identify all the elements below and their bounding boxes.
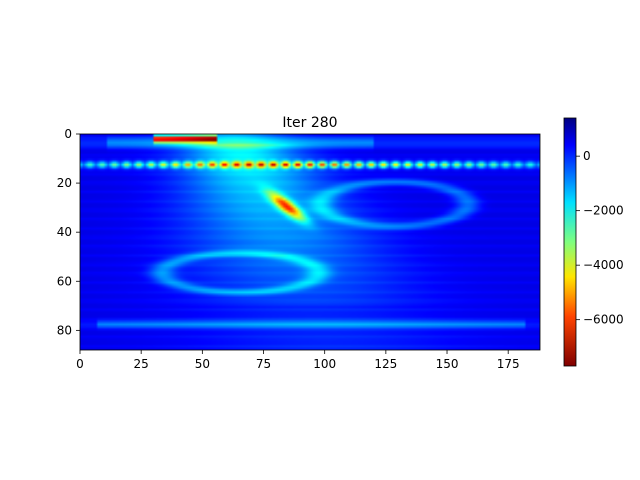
- x-axis: 0 25 50 75 100 125 150 175: [76, 350, 520, 371]
- y-tick-label: 80: [57, 323, 72, 337]
- plot-frame: [79, 133, 541, 351]
- plot-area: [79, 133, 541, 351]
- colorbar-tick-label: −4000: [583, 258, 624, 272]
- colorbar-tick-label: −6000: [583, 313, 624, 327]
- chart-title: Iter 280: [282, 115, 337, 131]
- y-tick-label: 60: [57, 274, 72, 288]
- y-tick-label: 20: [57, 176, 72, 190]
- x-tick-label: 150: [436, 357, 459, 371]
- x-tick-label: 0: [76, 357, 84, 371]
- y-tick-label: 40: [57, 225, 72, 239]
- colorbar-tick-label: −2000: [583, 204, 624, 218]
- x-tick-label: 25: [134, 357, 149, 371]
- x-tick-label: 75: [256, 357, 271, 371]
- colorbar: 0 −2000 −4000 −6000: [563, 117, 624, 367]
- x-tick-label: 175: [497, 357, 520, 371]
- x-tick-label: 125: [374, 357, 397, 371]
- y-axis: 0 20 40 60 80: [57, 127, 80, 337]
- y-tick-label: 0: [64, 127, 72, 141]
- x-tick-label: 100: [313, 357, 336, 371]
- heatmap-image: [80, 134, 540, 350]
- colorbar-gradient: [563, 117, 577, 367]
- x-tick-label: 50: [195, 357, 210, 371]
- colorbar-tick-label: 0: [583, 149, 591, 163]
